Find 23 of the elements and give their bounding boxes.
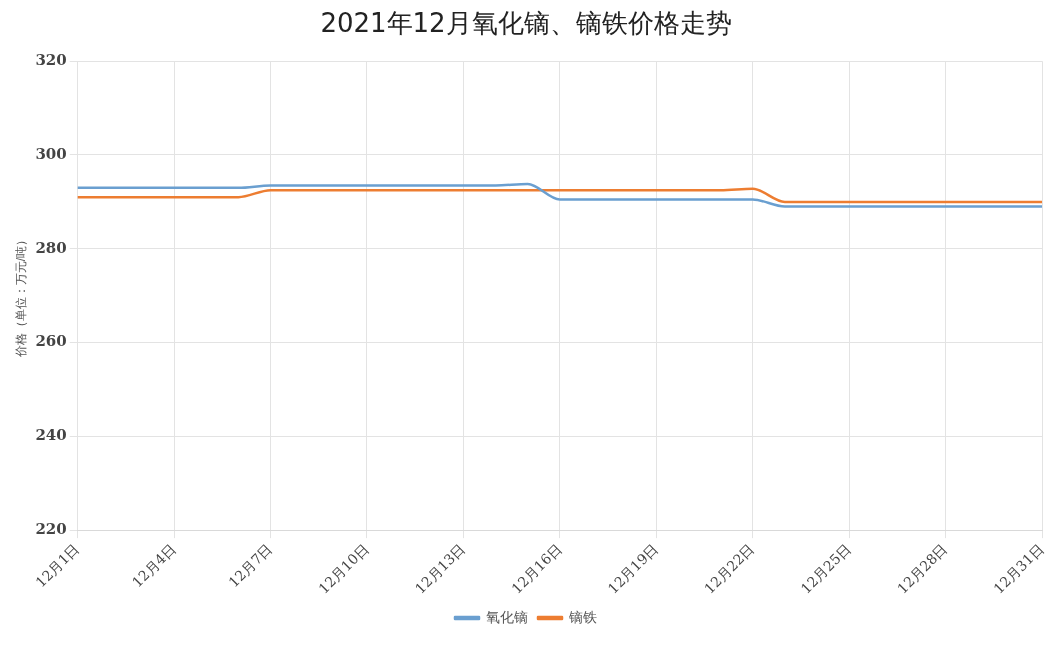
- x-tick-label: 12月16日: [508, 540, 565, 597]
- chart-title: 2021年12月氧化镝、镝铁价格走势: [320, 8, 732, 39]
- legend-label: 氧化镝: [486, 608, 528, 625]
- line-series: [76, 187, 1044, 204]
- line-series: [76, 182, 1044, 208]
- x-tick-label: 12月22日: [701, 540, 758, 597]
- legend-label: 镝铁: [568, 608, 597, 625]
- x-tick-label: 12月4日: [128, 540, 179, 591]
- x-tick-label: 12月19日: [604, 540, 661, 597]
- x-tick-label: 12月31日: [990, 540, 1047, 597]
- x-tick-label: 12月7日: [225, 540, 276, 591]
- x-tick-label: 12月1日: [32, 540, 83, 591]
- y-tick-label: 240: [35, 426, 67, 445]
- y-tick-label: 280: [35, 238, 67, 257]
- x-tick-label: 12月10日: [315, 540, 372, 597]
- y-tick-label: 260: [35, 332, 67, 351]
- x-tick-label: 12月28日: [893, 540, 951, 597]
- y-tick-label: 220: [35, 520, 67, 539]
- y-tick-label: 300: [35, 144, 67, 163]
- x-tick-label: 12月25日: [797, 540, 854, 597]
- x-tick-label: 12月13日: [411, 540, 469, 597]
- y-tick-label: 320: [35, 51, 67, 70]
- y-axis-title: 价格（单位：万元/吨）: [13, 233, 28, 359]
